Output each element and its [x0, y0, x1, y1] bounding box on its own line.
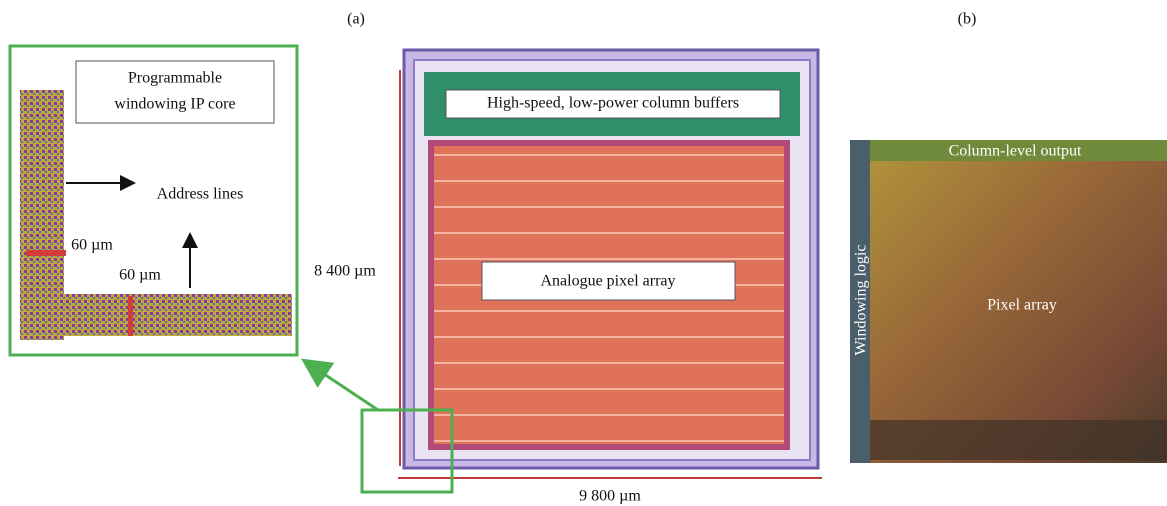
label-box — [481, 261, 736, 301]
chip-label: High-speed, low-power column buffers — [487, 95, 739, 112]
zoom-box — [360, 408, 454, 494]
photo-shadow — [870, 420, 1167, 460]
photo-label: Windowing logic — [853, 245, 870, 356]
inset-title: Programmable — [128, 70, 222, 87]
chip-label: Analogue pixel array — [540, 273, 675, 290]
photo-label: Pixel array — [987, 297, 1057, 314]
dimension-mark — [26, 250, 66, 256]
dimension-label: 8 400 µm — [314, 263, 376, 280]
dimension-mark — [128, 296, 133, 336]
panel-label: (a) — [347, 11, 365, 28]
photo-label: Column-level output — [949, 143, 1082, 160]
zoom-arrow — [301, 358, 379, 412]
dimension-label: 60 µm — [71, 237, 113, 254]
inset-title: windowing IP core — [114, 96, 235, 113]
label-box — [75, 60, 275, 124]
chip-photo — [850, 140, 1167, 463]
output-strip — [870, 140, 1167, 161]
dimension-label: 9 800 µm — [579, 488, 641, 505]
windowing-strip — [850, 140, 870, 463]
label-box — [445, 89, 781, 119]
dimension-label: 60 µm — [119, 267, 161, 284]
annotation: Address lines — [157, 186, 244, 203]
panel-label: (b) — [958, 11, 977, 28]
layout-strip — [20, 294, 292, 336]
